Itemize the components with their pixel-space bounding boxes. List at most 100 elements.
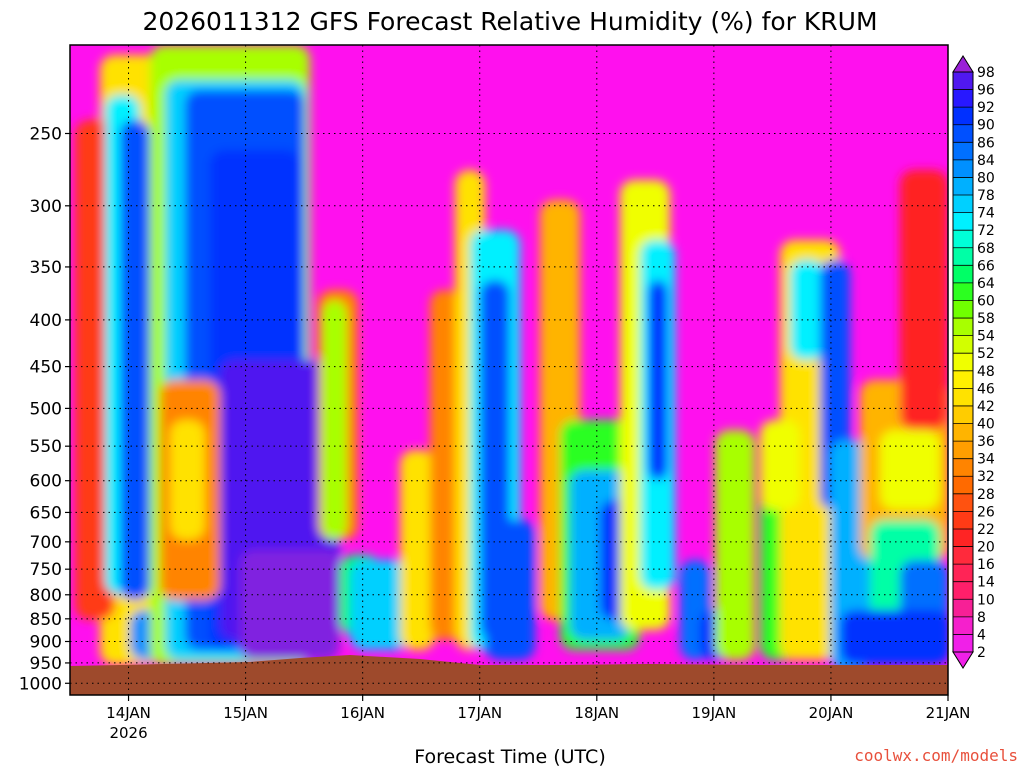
x-tick-label: 15JAN [223, 704, 268, 722]
colorbar-label: 16 [977, 557, 995, 573]
rh-region [322, 300, 347, 540]
colorbar-swatch [953, 282, 973, 301]
colorbar-over-arrow [952, 55, 974, 73]
rh-region [240, 550, 340, 660]
x-tick-label: 21JAN [926, 704, 971, 722]
rh-region [170, 420, 205, 540]
colorbar-swatch [953, 388, 973, 406]
colorbar-label: 54 [977, 329, 995, 345]
colorbar-label: 2 [977, 645, 986, 661]
x-tick-year: 2026 [109, 724, 147, 742]
rh-region [400, 450, 435, 650]
colorbar-label: 36 [977, 434, 995, 450]
colorbar-swatch [953, 195, 973, 213]
colorbar-label: 72 [977, 223, 995, 239]
colorbar-label: 80 [977, 170, 995, 186]
colorbar-under-arrow [952, 651, 974, 669]
colorbar: 2481014162022262832343640424648525458606… [952, 55, 995, 669]
colorbar-swatch [953, 107, 973, 125]
rh-region [900, 170, 948, 430]
y-tick-label: 400 [30, 311, 62, 331]
rh-region [648, 280, 668, 480]
colorbar-swatch [953, 159, 973, 178]
colorbar-swatch [953, 581, 973, 600]
colorbar-swatch [953, 599, 973, 617]
colorbar-label: 48 [977, 364, 995, 380]
colorbar-swatch [953, 124, 973, 143]
colorbar-label: 40 [977, 417, 995, 433]
colorbar-label: 58 [977, 311, 995, 327]
colorbar-label: 34 [977, 452, 995, 468]
x-axis: 14JAN 15JAN 16JAN 17JAN 18JAN 19JAN 20JAN 21JAN… [106, 695, 970, 742]
y-tick-label: 250 [30, 124, 62, 144]
colorbar-label: 46 [977, 381, 995, 397]
colorbar-label: 90 [977, 118, 995, 134]
y-axis: 2503003504004505005506006507007508008509… [19, 124, 70, 694]
ground-terrain [70, 655, 948, 695]
colorbar-swatch [953, 72, 973, 90]
colorbar-swatch [953, 528, 973, 547]
colorbar-swatch [953, 370, 973, 389]
colorbar-swatch [953, 300, 973, 319]
y-tick-label: 750 [30, 560, 62, 580]
colorbar-label: 32 [977, 469, 995, 485]
colorbar-label: 66 [977, 258, 995, 274]
y-tick-label: 650 [30, 503, 62, 523]
y-tick-label: 350 [30, 258, 62, 278]
colorbar-swatch [953, 230, 973, 248]
x-tick-label: 19JAN [691, 704, 736, 722]
gridlines [70, 45, 948, 695]
colorbar-swatch [953, 511, 973, 529]
chart-title: 2026011312 GFS Forecast Relative Humidit… [142, 7, 877, 36]
y-tick-label: 600 [30, 472, 62, 492]
colorbar-label: 96 [977, 83, 995, 99]
x-tick-label: 20JAN [809, 704, 854, 722]
colorbar-swatch [953, 476, 973, 494]
y-tick-label: 800 [30, 586, 62, 606]
colorbar-label: 4 [977, 627, 986, 643]
x-tick-label: 14JAN [106, 704, 151, 722]
colorbar-swatch [953, 616, 973, 635]
x-axis-label: Forecast Time (UTC) [414, 746, 605, 768]
rh-region [485, 520, 535, 660]
y-tick-label: 500 [30, 399, 62, 419]
colorbar-swatch [953, 546, 973, 565]
colorbar-swatch [953, 441, 973, 459]
y-tick-label: 850 [30, 610, 62, 630]
y-tick-label: 300 [30, 197, 62, 217]
colorbar-label: 28 [977, 487, 995, 503]
rh-region [350, 560, 410, 650]
colorbar-swatch [953, 493, 973, 512]
colorbar-swatch [953, 265, 973, 283]
y-tick-label: 1000 [19, 674, 62, 694]
colorbar-label: 26 [977, 504, 995, 520]
plot-area [70, 45, 948, 695]
y-tick-label: 950 [30, 654, 62, 674]
colorbar-label: 98 [977, 65, 995, 81]
x-tick-label: 18JAN [574, 704, 619, 722]
y-tick-label: 900 [30, 632, 62, 652]
humidity-field [75, 45, 948, 670]
colorbar-swatch [953, 142, 973, 160]
colorbar-label: 84 [977, 153, 995, 169]
rh-region [430, 290, 460, 640]
colorbar-label: 42 [977, 399, 995, 415]
colorbar-label: 74 [977, 206, 995, 222]
colorbar-swatch [953, 89, 973, 108]
colorbar-label: 86 [977, 135, 995, 151]
plot-frame [69, 44, 949, 696]
colorbar-swatch [953, 405, 973, 424]
colorbar-label: 92 [977, 100, 995, 116]
colorbar-swatch [953, 634, 973, 652]
colorbar-swatch [953, 177, 973, 196]
colorbar-label: 20 [977, 540, 995, 556]
colorbar-swatch [953, 564, 973, 582]
credit-text: coolwx.com/models [854, 746, 1018, 765]
colorbar-swatch [953, 247, 973, 266]
y-tick-label: 700 [30, 533, 62, 553]
y-tick-label: 450 [30, 358, 62, 378]
colorbar-label: 78 [977, 188, 995, 204]
rh-region [120, 120, 150, 600]
y-tick-label: 550 [30, 437, 62, 457]
colorbar-label: 64 [977, 276, 995, 292]
